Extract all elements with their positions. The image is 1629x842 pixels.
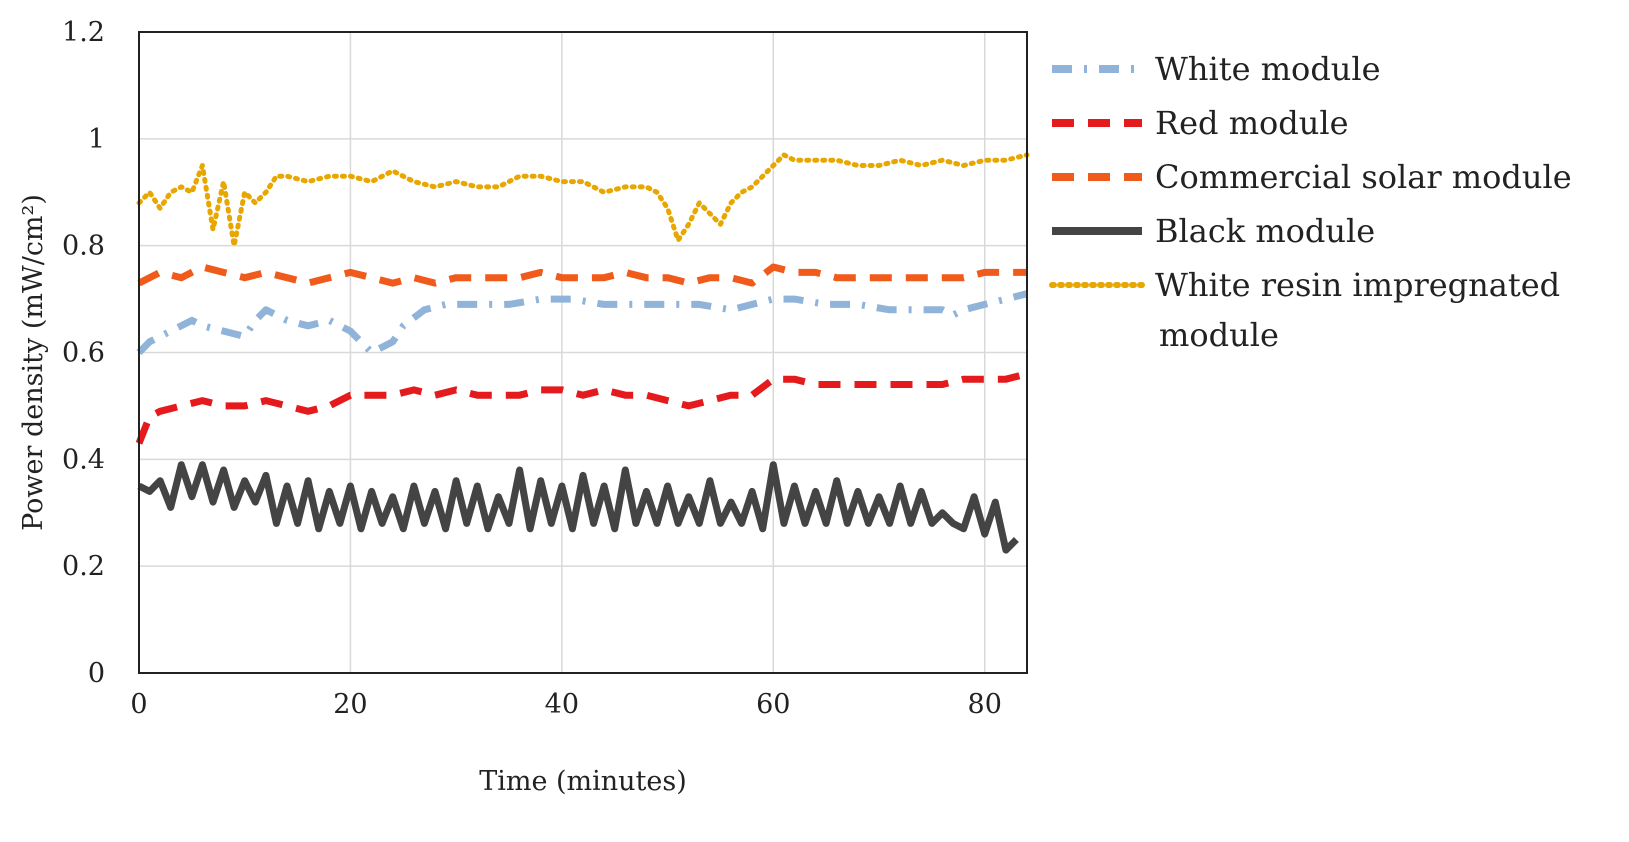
series-line-white-resin-impregnated-module: [136, 152, 1030, 249]
grid-lines: [138, 31, 1027, 674]
y-tick-label: 1: [88, 124, 105, 155]
series-line-white-module: [136, 290, 1028, 356]
legend: White module Red module Commercial solar m…: [1049, 50, 1572, 354]
series-line-commercial-solar-module: [137, 263, 1027, 287]
legend-label: White module: [1155, 50, 1381, 88]
series-line-black-module: [137, 461, 1019, 554]
x-tick-label: 0: [130, 689, 147, 720]
plot-area-frame: [138, 31, 1028, 674]
y-tick-label: 0: [88, 658, 105, 689]
y-tick-label: 0.8: [62, 231, 105, 262]
y-tick-label: 0.6: [62, 338, 105, 369]
axis-tick-labels: 0 20 40 60 80 0 0.2 0.4 0.6 0.8 1 1.2: [62, 17, 1002, 720]
series-lines: [135, 152, 1030, 554]
y-axis-title: Power density (mW/cm²): [18, 194, 49, 531]
x-tick-label: 60: [756, 689, 790, 720]
legend-label: Commercial solar module: [1155, 158, 1572, 196]
x-tick-label: 80: [968, 689, 1002, 720]
legend-label: Red module: [1155, 104, 1349, 142]
legend-label: Black module: [1155, 212, 1375, 250]
x-tick-label: 40: [545, 689, 579, 720]
legend-label: White resin impregnated: [1155, 266, 1560, 304]
y-tick-label: 1.2: [62, 17, 105, 48]
y-tick-label: 0.4: [62, 444, 105, 475]
series-line-red-module: [135, 370, 1028, 445]
y-tick-label: 0.2: [62, 551, 105, 582]
x-tick-label: 20: [333, 689, 367, 720]
legend-label: module: [1159, 316, 1279, 354]
x-axis-title: Time (minutes): [479, 766, 687, 797]
